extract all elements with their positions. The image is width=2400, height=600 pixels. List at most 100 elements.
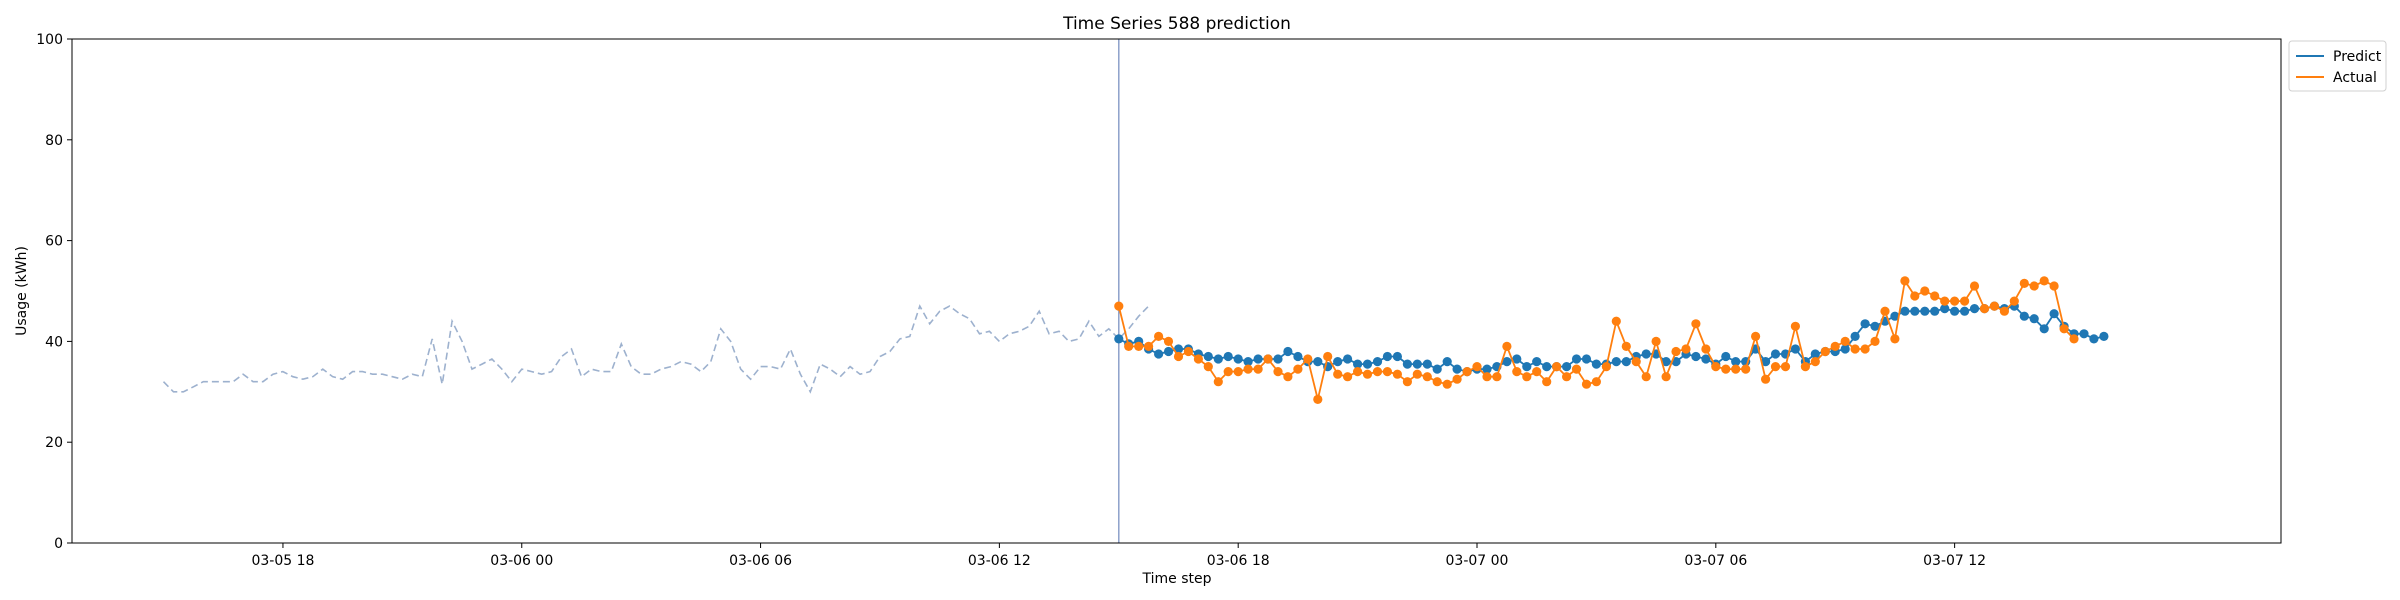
- predict-point: [1532, 357, 1542, 367]
- predict-point: [1960, 306, 1970, 316]
- actual-point: [1442, 379, 1452, 389]
- actual-point: [1313, 394, 1323, 404]
- predict-point: [1213, 354, 1223, 364]
- predict-point: [1581, 354, 1592, 364]
- history-line: [162, 304, 1150, 394]
- actual-point: [1671, 346, 1681, 357]
- actual-point: [1144, 341, 1154, 351]
- predict-point: [1950, 306, 1960, 316]
- actual-point: [1193, 354, 1203, 364]
- predict-point: [1372, 357, 1383, 367]
- actual-point: [1850, 344, 1860, 354]
- actual-point: [1293, 364, 1303, 374]
- legend-box: [2288, 40, 2387, 92]
- actual-point: [2049, 281, 2059, 291]
- predict-point: [1591, 359, 1601, 369]
- actual-point: [1482, 372, 1492, 382]
- x-tick-label: 03-05 18: [251, 553, 314, 569]
- predict-point: [1382, 351, 1392, 362]
- actual-point: [1213, 377, 1223, 387]
- predict-point: [1661, 357, 1671, 367]
- actual-point: [1243, 364, 1253, 374]
- actual-point: [1124, 341, 1134, 351]
- x-tick-label: 03-07 06: [1684, 553, 1747, 569]
- actual-point: [1532, 367, 1542, 377]
- y-tick-label: 0: [54, 536, 63, 552]
- predict-point: [2099, 331, 2109, 341]
- actual-point: [2019, 278, 2029, 288]
- predict-point: [1810, 349, 1820, 359]
- predict-point: [1910, 306, 1920, 316]
- actual-point: [1552, 362, 1562, 372]
- actual-point: [1492, 372, 1502, 382]
- actual-point: [1751, 331, 1761, 341]
- actual-point: [1661, 372, 1671, 382]
- predict-point: [1542, 362, 1552, 372]
- actual-point: [2039, 276, 2049, 286]
- predict-point: [1562, 362, 1572, 372]
- actual-point: [1989, 301, 1999, 311]
- actual-point: [1382, 367, 1392, 377]
- predict-point: [1969, 304, 1980, 314]
- actual-point: [1969, 281, 1980, 291]
- actual-point: [1860, 344, 1870, 354]
- y-axis: 0 20 40 60 80 100: [36, 32, 72, 552]
- actual-point: [1701, 344, 1711, 354]
- predict-point: [1313, 357, 1323, 367]
- actual-point: [1323, 351, 1333, 362]
- actual-point: [1253, 364, 1263, 374]
- actual-point: [1810, 357, 1820, 367]
- actual-point: [2009, 296, 2019, 306]
- actual-point: [1761, 374, 1771, 384]
- actual-point: [1402, 377, 1412, 387]
- predict-point: [1790, 344, 1800, 354]
- predict-point: [1154, 349, 1164, 359]
- chart-title: Time Series 588 prediction: [1062, 14, 1291, 34]
- actual-point: [2059, 324, 2069, 334]
- actual-point: [1880, 306, 1890, 316]
- predict-point: [1293, 351, 1303, 362]
- actual-point: [1870, 336, 1880, 346]
- predict-point: [1840, 344, 1850, 354]
- actual-point: [1780, 362, 1791, 372]
- predict-point: [1343, 354, 1353, 364]
- actual-point: [1412, 369, 1422, 379]
- predict-point: [1920, 306, 1930, 316]
- actual-point: [1950, 296, 1960, 306]
- x-tick-label: 03-06 12: [968, 553, 1031, 569]
- predict-point: [1273, 354, 1283, 364]
- predict-point: [1442, 357, 1452, 367]
- predict-point: [1233, 354, 1243, 364]
- predict-point: [1422, 359, 1432, 369]
- actual-point: [1263, 354, 1273, 364]
- predict-point: [1353, 359, 1363, 369]
- actual-point: [1681, 344, 1691, 354]
- predict-point: [1432, 364, 1442, 374]
- predict-point: [1691, 351, 1701, 362]
- predict-point: [1392, 351, 1402, 362]
- predict-point: [1223, 351, 1233, 362]
- actual-point: [1979, 304, 1990, 314]
- actual-point: [1711, 362, 1721, 372]
- actual-point: [1353, 367, 1363, 377]
- actual-point: [1601, 362, 1611, 372]
- actual-point: [1472, 362, 1482, 372]
- actual-point: [1134, 341, 1144, 351]
- actual-point: [1571, 364, 1582, 374]
- predict-point: [1163, 346, 1174, 357]
- actual-point: [1114, 301, 1124, 311]
- actual-point: [1183, 346, 1193, 357]
- predict-point: [1203, 351, 1213, 362]
- actual-point: [1512, 367, 1522, 377]
- predict-point: [1571, 354, 1582, 364]
- actual-point: [1910, 291, 1920, 301]
- predict-point: [1860, 319, 1870, 329]
- predict-point: [1173, 344, 1184, 354]
- predict-point: [1850, 331, 1860, 341]
- x-axis-label: Time step: [1142, 571, 1212, 587]
- x-tick-label: 03-07 00: [1446, 553, 1509, 569]
- actual-point: [1591, 377, 1601, 387]
- actual-point: [2029, 281, 2039, 291]
- actual-point: [2069, 334, 2079, 344]
- actual-point: [1621, 341, 1631, 351]
